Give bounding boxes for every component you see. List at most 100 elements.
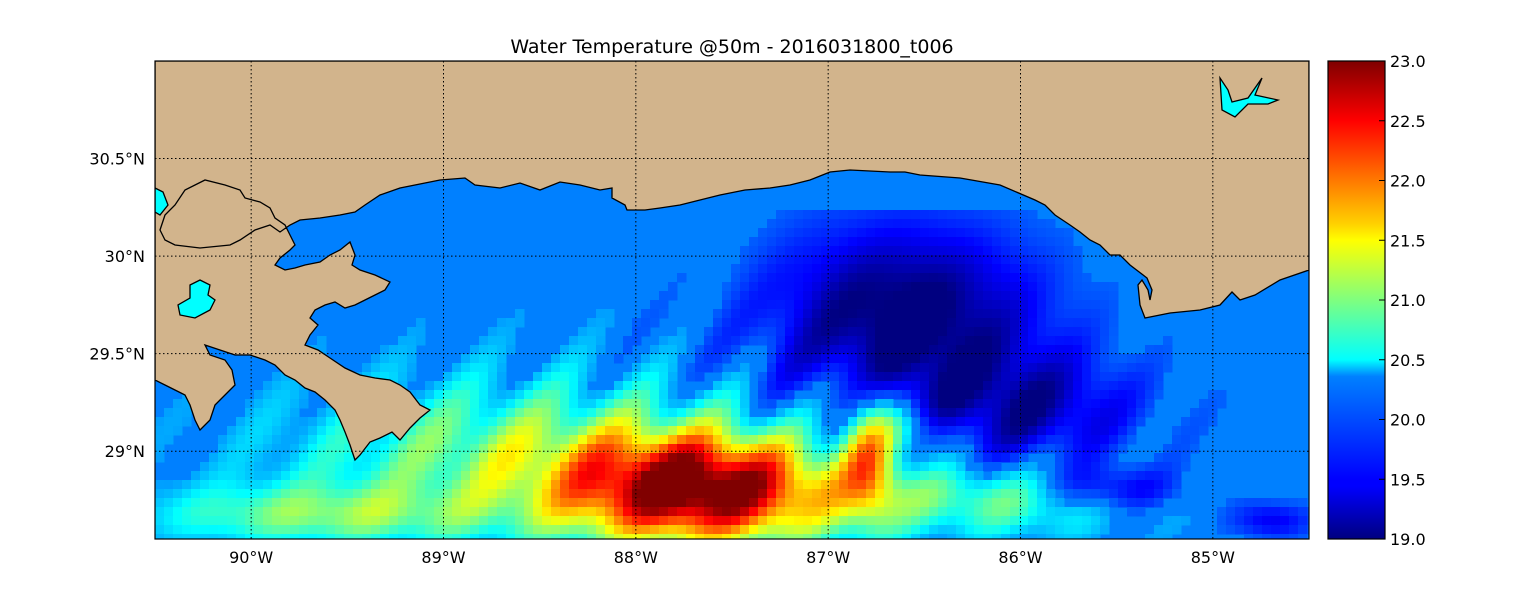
temperature-cell [578,399,588,409]
temperature-cell [695,480,705,490]
temperature-cell [830,453,840,463]
temperature-cell [776,516,786,526]
temperature-cell [515,426,525,436]
temperature-cell [659,417,669,427]
temperature-cell [920,345,930,355]
temperature-cell [866,228,876,238]
temperature-cell [1037,336,1047,346]
temperature-cell [1073,408,1083,418]
temperature-cell [839,444,849,454]
temperature-cell [542,516,552,526]
temperature-cell [1073,327,1083,337]
temperature-cell [776,534,786,539]
temperature-cell [551,435,561,445]
temperature-cell [1082,435,1092,445]
temperature-cell [497,480,507,490]
temperature-cell [1019,282,1029,292]
temperature-cell [425,453,435,463]
temperature-cell [947,426,957,436]
temperature-cell [1073,273,1083,283]
temperature-cell [398,435,408,445]
temperature-cell [983,516,993,526]
temperature-cell [1055,345,1065,355]
temperature-cell [263,408,273,418]
temperature-cell [488,336,498,346]
temperature-cell [389,534,399,539]
temperature-cell [929,255,939,265]
temperature-cell [893,516,903,526]
temperature-cell [587,354,597,364]
temperature-cell [1163,480,1173,490]
temperature-cell [191,534,201,539]
temperature-cell [776,246,786,256]
temperature-cell [1127,363,1137,373]
temperature-cell [956,210,966,220]
temperature-cell [722,525,732,535]
temperature-cell [929,336,939,346]
temperature-cell [767,489,777,499]
temperature-cell [1001,507,1011,517]
temperature-cell [893,228,903,238]
temperature-cell [758,309,768,319]
temperature-cell [596,507,606,517]
temperature-cell [695,498,705,508]
temperature-cell [1145,408,1155,418]
temperature-cell [848,489,858,499]
temperature-cell [938,471,948,481]
longitude-tick-labels: 90°W 89°W 88°W 87°W 86°W 85°W [229,548,1235,567]
colorbar-label: 21.0 [1390,291,1426,310]
temperature-cell [875,534,885,539]
temperature-cell [1253,534,1263,539]
temperature-cell [497,444,507,454]
temperature-cell [524,453,534,463]
temperature-cell [866,507,876,517]
temperature-cell [1046,381,1056,391]
temperature-cell [902,273,912,283]
temperature-cell [1154,498,1164,508]
temperature-cell [1127,507,1137,517]
temperature-cell [695,453,705,463]
temperature-cell [524,444,534,454]
temperature-cell [236,480,246,490]
temperature-cell [875,336,885,346]
temperature-cell [839,318,849,328]
temperature-cell [1091,453,1101,463]
temperature-cell [524,399,534,409]
temperature-cell [938,228,948,238]
temperature-cell [686,453,696,463]
temperature-cell [1082,399,1092,409]
temperature-cell [902,336,912,346]
temperature-cell [479,381,489,391]
temperature-cell [1127,426,1137,436]
temperature-cell [1028,282,1038,292]
temperature-cell [317,462,327,472]
temperature-cell [245,435,255,445]
temperature-cell [794,525,804,535]
temperature-cell [1037,471,1047,481]
temperature-cell [965,534,975,539]
temperature-cell [1028,444,1038,454]
temperature-cell [173,417,183,427]
temperature-cell [839,426,849,436]
temperature-cell [1181,453,1191,463]
temperature-cell [983,417,993,427]
temperature-cell [758,255,768,265]
temperature-cell [1091,408,1101,418]
temperature-cell [389,489,399,499]
temperature-cell [731,507,741,517]
temperature-cell [488,516,498,526]
temperature-cell [389,372,399,382]
temperature-cell [281,507,291,517]
temperature-cell [821,210,831,220]
temperature-cell [776,426,786,436]
temperature-cell [1010,336,1020,346]
temperature-cell [758,282,768,292]
temperature-cell [866,336,876,346]
temperature-cell [155,417,165,427]
temperature-cell [695,390,705,400]
temperature-cell [317,516,327,526]
temperature-cell [1244,516,1254,526]
temperature-cell [524,471,534,481]
temperature-cell [884,291,894,301]
temperature-cell [1217,399,1227,409]
